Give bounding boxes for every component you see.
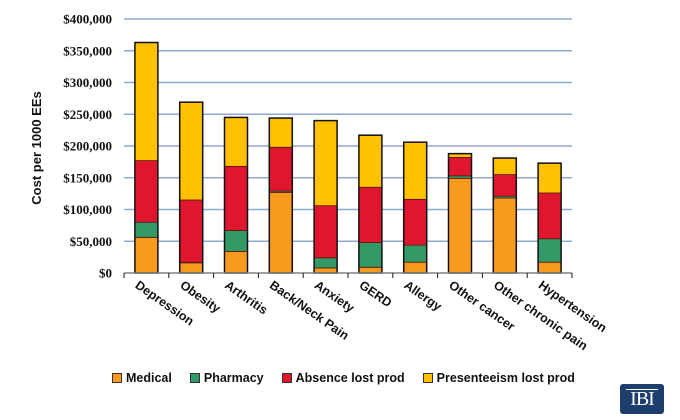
bar-segment-medical xyxy=(313,267,338,274)
bar-segment-presenteeism-lost-prod xyxy=(537,162,562,194)
bar-segment-presenteeism-lost-prod xyxy=(403,141,428,200)
bar-segment-absence-lost-prod xyxy=(313,205,338,259)
y-tick-label: $0 xyxy=(99,266,112,281)
bar-segment-absence-lost-prod xyxy=(134,160,159,223)
bar-stack xyxy=(447,152,473,274)
bar-segment-medical xyxy=(448,177,472,274)
legend-label: Pharmacy xyxy=(203,371,264,385)
bar-stack xyxy=(268,117,294,274)
y-tick-label: $350,000 xyxy=(63,43,112,58)
legend-label: Presenteeism lost prod xyxy=(436,371,575,385)
bar-segment-presenteeism-lost-prod xyxy=(358,134,383,188)
bar-segment-pharmacy xyxy=(537,238,562,263)
bar-segment-medical xyxy=(224,251,248,274)
bar-segment-absence-lost-prod xyxy=(403,198,428,246)
legend-swatch xyxy=(281,373,292,383)
bar-segment-medical xyxy=(179,262,204,274)
legend-swatch xyxy=(422,373,433,383)
legend-item: Medical xyxy=(112,371,172,385)
y-tick-label: $200,000 xyxy=(63,139,112,154)
bar-stack xyxy=(492,157,518,274)
bar-segment-absence-lost-prod xyxy=(448,157,472,177)
legend-label: Absence lost prod xyxy=(295,371,405,385)
bar-segment-absence-lost-prod xyxy=(268,146,293,192)
bar-stack xyxy=(537,162,562,274)
bar-segment-pharmacy xyxy=(224,230,248,252)
bar-stack xyxy=(313,119,338,274)
bar-segment-presenteeism-lost-prod xyxy=(492,157,517,175)
bar-segment-pharmacy xyxy=(403,244,428,263)
y-tick-label: $100,000 xyxy=(63,202,112,217)
bar-segment-medical xyxy=(403,261,428,274)
bar-segment-presenteeism-lost-prod xyxy=(224,117,248,167)
bar-segment-absence-lost-prod xyxy=(537,192,562,240)
y-tick-label: $400,000 xyxy=(63,12,112,27)
legend-item: Absence lost prod xyxy=(281,371,405,385)
x-tick-label: Arthritis xyxy=(222,278,270,317)
y-tick-label: $300,000 xyxy=(63,75,112,90)
bar-segment-pharmacy xyxy=(358,242,383,268)
bar-segment-absence-lost-prod xyxy=(179,199,204,263)
bar-stack xyxy=(358,134,383,274)
x-tick-label: Allergy xyxy=(401,278,444,314)
bar-segment-medical xyxy=(134,237,159,274)
bar-segment-presenteeism-lost-prod xyxy=(268,117,293,148)
bar-segment-medical xyxy=(358,266,383,274)
bar-stack xyxy=(223,116,249,274)
bar-stack xyxy=(134,41,159,274)
bar-segment-absence-lost-prod xyxy=(224,165,248,231)
bar-segment-medical xyxy=(492,197,517,274)
bars xyxy=(134,41,562,274)
y-axis: $0 $50,000 $100,000 $150,000 $200,000 $250,00… xyxy=(63,12,112,281)
y-axis-label: Cost per 1000 EEs xyxy=(29,91,44,204)
legend-label: Medical xyxy=(126,371,172,385)
y-tick-label: $150,000 xyxy=(63,170,112,185)
bar-segment-absence-lost-prod xyxy=(358,186,383,243)
bar-stack xyxy=(178,101,204,274)
x-tick-label: Back/Neck Pain xyxy=(267,278,351,343)
ibi-logo: IBI xyxy=(620,384,664,414)
bar-segment-medical xyxy=(537,261,562,274)
bar-segment-pharmacy xyxy=(134,221,159,238)
bar-segment-presenteeism-lost-prod xyxy=(179,101,204,201)
legend-item: Presenteeism lost prod xyxy=(422,371,575,385)
x-tick-label: GERD xyxy=(357,278,395,310)
y-tick-label: $250,000 xyxy=(63,107,112,122)
bar-segment-presenteeism-lost-prod xyxy=(313,120,338,207)
bar-segment-absence-lost-prod xyxy=(492,174,517,197)
legend-swatch xyxy=(189,373,200,383)
bar-segment-pharmacy xyxy=(313,257,338,269)
legend-swatch xyxy=(112,373,122,383)
y-tick-label: $50,000 xyxy=(70,234,112,249)
bar-segment-presenteeism-lost-prod xyxy=(134,42,159,162)
bar-stack xyxy=(402,141,428,274)
legend: Medical Pharmacy Absence lost prod Presente… xyxy=(112,371,593,385)
bar-segment-medical xyxy=(268,191,293,274)
legend-item: Pharmacy xyxy=(189,371,264,385)
